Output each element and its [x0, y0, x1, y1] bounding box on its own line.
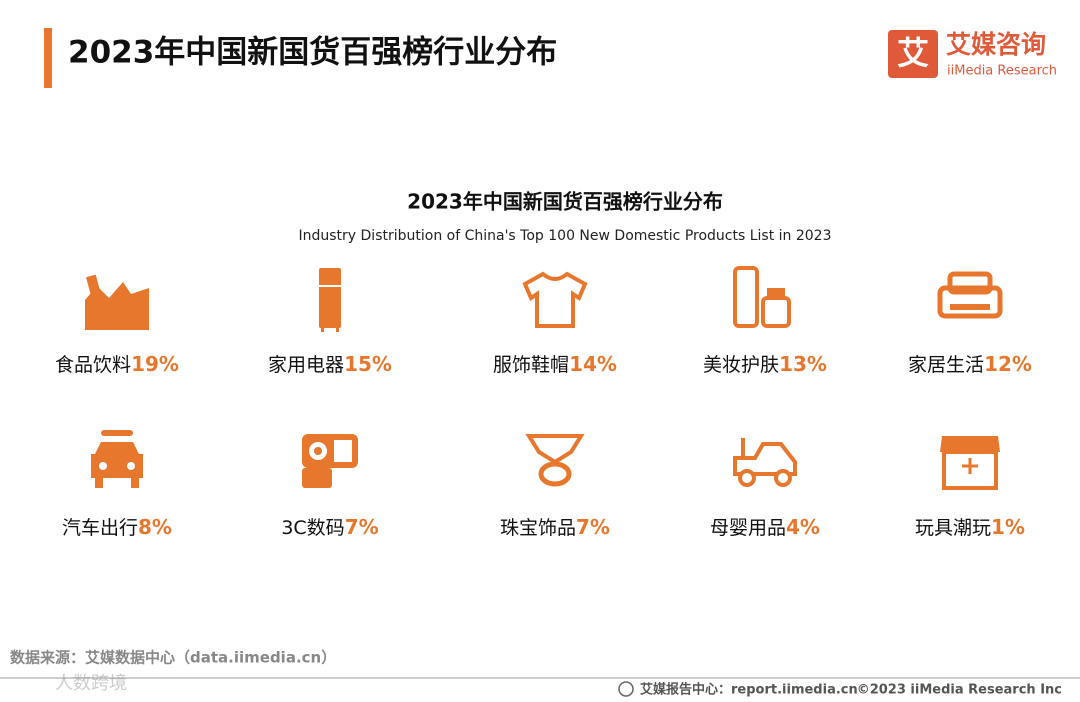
source: 数据来源：艾媒数据中心（data.iimedia.cn） — [10, 649, 336, 667]
item-icon — [522, 271, 588, 328]
item-icon — [85, 274, 149, 330]
item-name: 家用电器 — [268, 354, 344, 376]
infographic-title: 2023年中国新国货百强榜行业分布 — [407, 190, 723, 214]
item-label: 服饰鞋帽14% — [493, 352, 617, 376]
item-icon — [91, 430, 143, 488]
item-share: 15% — [344, 352, 392, 376]
item-label: 玩具潮玩1% — [915, 515, 1025, 539]
item-name: 美妆护肤 — [703, 354, 779, 376]
item-label: 家居生活12% — [908, 352, 1032, 376]
item-label: 家用电器15% — [268, 352, 392, 376]
item-name: 母婴用品 — [710, 517, 786, 539]
item-share: 19% — [131, 352, 179, 376]
item-share: 14% — [569, 352, 617, 376]
report-link: 艾媒报告中心：report.iimedia.cn — [640, 682, 858, 698]
copyright: ©2023 iiMedia Research Inc — [857, 683, 1062, 698]
item-label: 汽车出行8% — [62, 515, 172, 539]
page-title: 2023年中国新国货百强榜行业分布 — [68, 35, 557, 71]
item-share: 4% — [786, 515, 820, 539]
item-label: 母婴用品4% — [710, 515, 820, 539]
item-icon — [937, 271, 1003, 319]
logo-mark: 艾 — [897, 34, 929, 72]
item-icon — [302, 434, 358, 488]
item-share: 7% — [576, 515, 610, 539]
item-icon — [525, 434, 585, 487]
item-name: 3C数码 — [281, 517, 344, 539]
item-share: 1% — [991, 515, 1025, 539]
item-share: 13% — [779, 352, 827, 376]
item-icon — [733, 266, 791, 328]
item-icon — [733, 438, 797, 487]
item-label: 食品饮料19% — [55, 352, 179, 376]
logo-box — [888, 30, 938, 78]
item-share: 12% — [984, 352, 1032, 376]
item-name: 汽车出行 — [62, 517, 138, 539]
item-name: 珠宝饰品 — [500, 517, 576, 539]
item-name: 家居生活 — [908, 354, 984, 376]
item-label: 珠宝饰品7% — [500, 515, 610, 539]
title-bar — [44, 28, 52, 88]
infographic-subtitle: Industry Distribution of China's Top 100… — [298, 228, 831, 244]
watermark: 人数跨境 — [55, 673, 127, 694]
item-name: 服饰鞋帽 — [493, 354, 569, 376]
item-name: 玩具潮玩 — [915, 517, 991, 539]
item-icon — [940, 436, 1000, 490]
item-share: 8% — [138, 515, 172, 539]
item-share: 7% — [345, 515, 379, 539]
item-name: 食品饮料 — [55, 354, 131, 376]
logo-name: 艾媒咨询 — [946, 30, 1046, 59]
item-label: 3C数码7% — [281, 515, 378, 539]
logo-en: iiMedia Research — [947, 64, 1057, 79]
item-icon — [319, 268, 341, 332]
item-label: 美妆护肤13% — [703, 352, 827, 376]
item-grid: 食品饮料19% 家用电器15% 服饰鞋帽14% 美妆护肤13% 家居生活12% 汽车出行8… — [55, 266, 1032, 539]
globe-icon — [618, 681, 634, 697]
